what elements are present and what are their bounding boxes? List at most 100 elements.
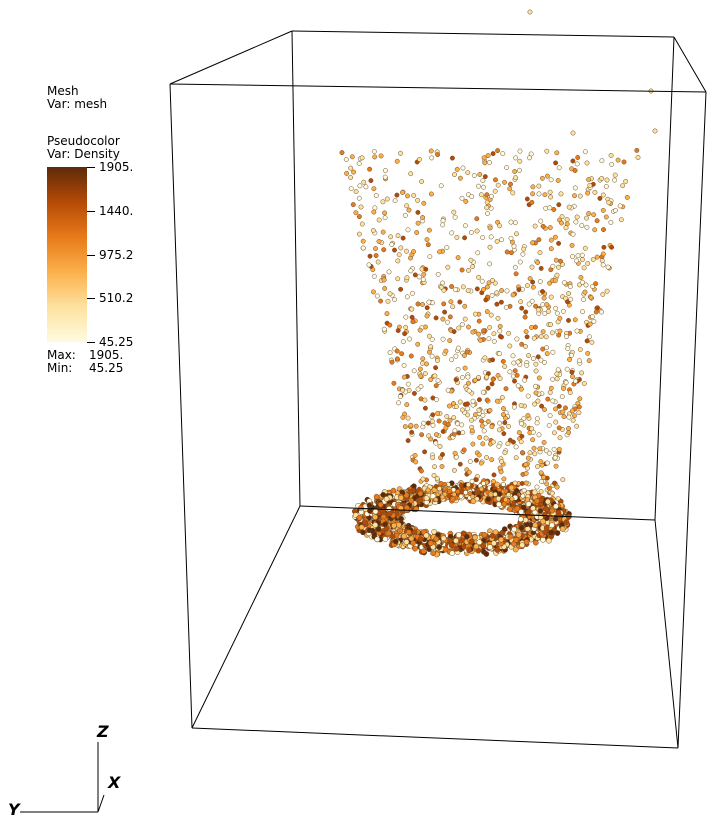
particle [572,317,578,323]
particle [536,191,542,197]
particle [477,434,483,440]
particle [480,413,486,418]
particle [455,489,461,495]
particle [449,155,455,161]
particle [457,299,463,305]
particle [576,404,582,410]
particle [520,504,527,511]
particle [511,243,517,249]
particle [570,417,576,423]
particle [477,172,483,177]
particle [462,316,468,322]
particle [521,246,527,252]
particle [402,331,408,337]
particle [418,384,424,389]
particle [437,249,443,255]
particle [583,282,589,288]
particle [608,219,614,225]
particle [472,311,478,317]
particle [372,522,379,528]
particle [495,315,501,321]
particle [572,185,578,191]
particle [553,305,559,311]
particle [428,191,434,197]
particle [430,422,436,428]
particle [412,452,418,458]
particle [416,274,422,280]
particle [452,172,457,177]
particle [547,389,553,395]
particle [551,430,557,436]
particle [575,155,581,160]
particle [390,487,397,494]
particle [479,418,484,424]
particle [530,191,536,197]
particle [507,186,513,192]
particle [489,193,495,199]
colorbar-tick-mark [87,211,95,212]
particle [553,257,559,263]
particle [497,427,502,433]
particle [484,211,490,216]
particle [457,175,463,181]
particle [479,486,484,492]
particle [577,396,583,402]
particle [586,358,592,364]
particle [381,326,387,332]
particle [454,166,460,172]
particle [442,486,448,492]
particle [420,476,426,482]
particle [413,459,419,465]
particle [556,165,562,171]
particle [555,496,561,502]
particle [563,519,570,525]
particle [459,267,465,273]
particle [587,334,592,340]
particle [457,461,463,467]
particle [542,407,547,413]
y-axis-label: Y [8,800,20,819]
particle [537,279,543,284]
particle [478,192,484,198]
min-label: Min: [47,361,73,375]
particle [523,309,529,315]
particle [599,258,605,264]
particle [447,338,453,344]
particle [400,189,405,195]
particle [466,469,472,475]
particle [382,285,388,291]
particle [556,512,563,519]
particle [479,423,485,429]
particle [538,265,544,271]
particle [373,493,380,500]
particle [447,314,453,320]
particle [420,360,425,366]
particle [459,422,465,428]
particle [498,299,504,305]
particle [386,269,392,275]
particle [359,155,365,161]
particle [566,291,572,296]
particle [424,313,430,319]
particle [545,396,551,402]
particle [500,481,506,487]
particle [579,257,585,263]
max-label: Max: [47,348,76,362]
particle [433,497,439,503]
particle [400,235,406,241]
particle [490,278,495,283]
particle [474,286,480,292]
particle [540,289,545,294]
particle [357,183,363,189]
particle [470,441,476,447]
particle [561,414,567,420]
particle [382,521,388,528]
particle [594,254,600,260]
particle [502,420,508,426]
particle [497,328,503,334]
particle [453,404,459,410]
particle [348,186,354,192]
particle [490,478,496,484]
particle [417,366,423,372]
